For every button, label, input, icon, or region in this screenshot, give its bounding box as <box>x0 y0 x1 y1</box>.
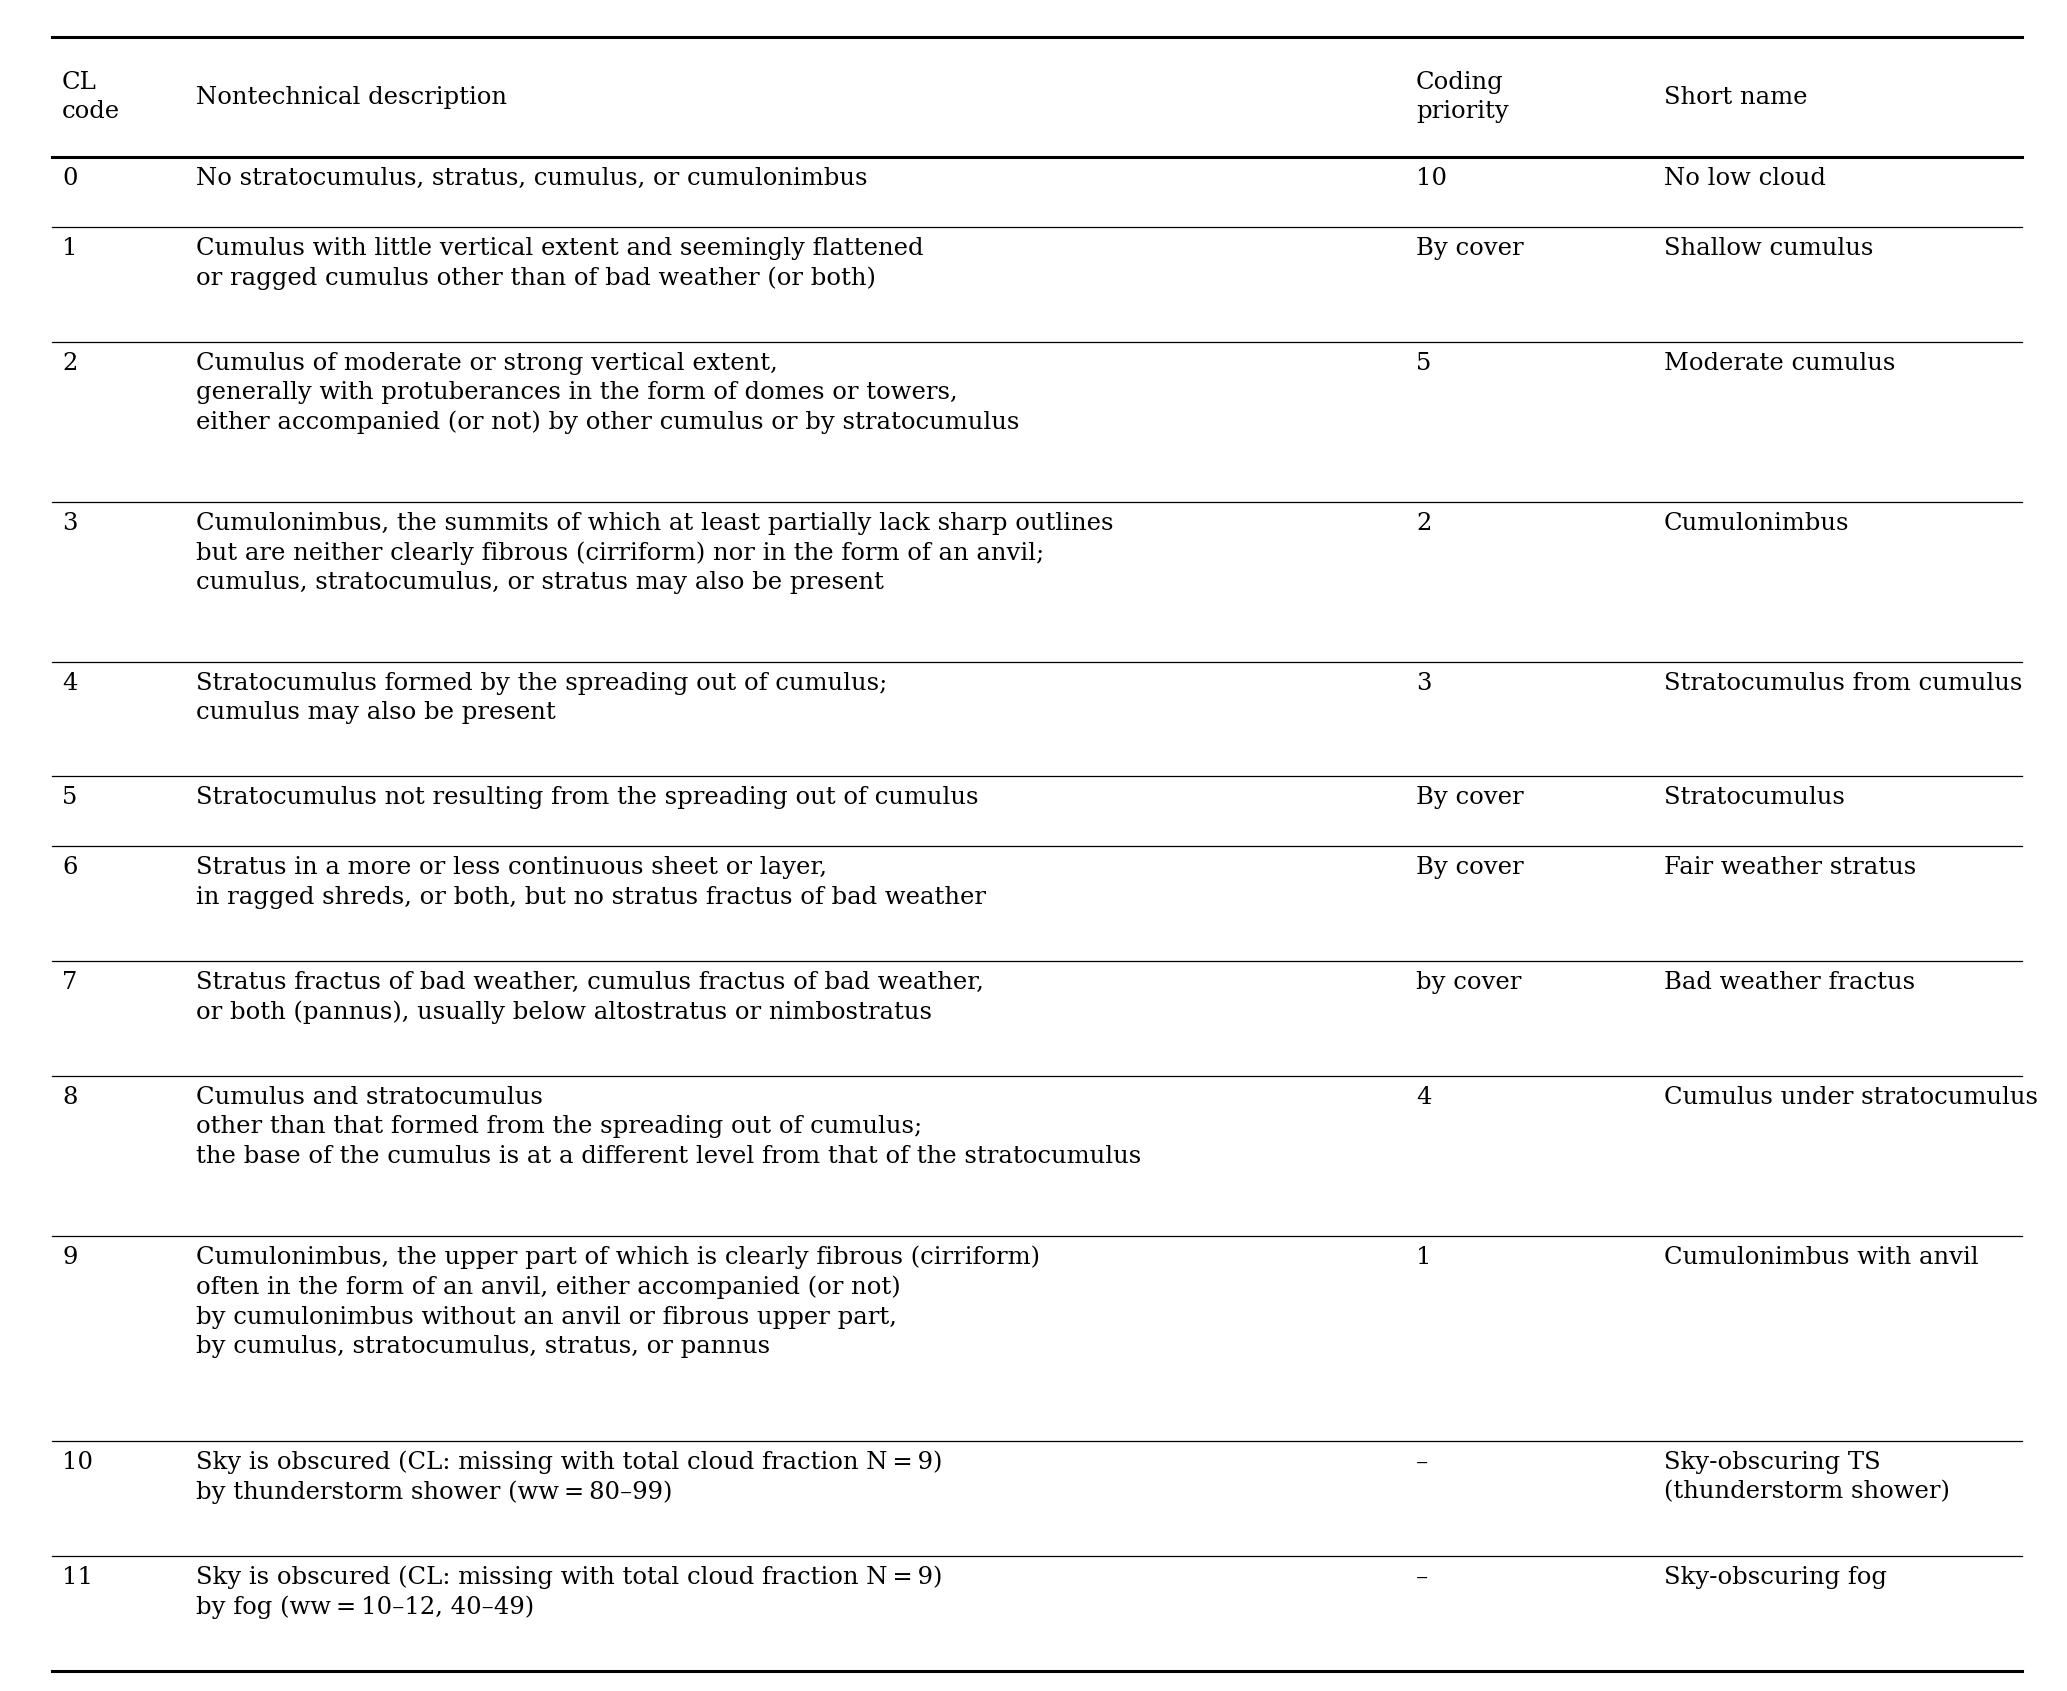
Text: 1: 1 <box>62 237 76 260</box>
Text: Cumulus and stratocumulus
other than that formed from the spreading out of cumul: Cumulus and stratocumulus other than tha… <box>196 1086 1141 1167</box>
Text: Cumulus of moderate or strong vertical extent,
generally with protuberances in t: Cumulus of moderate or strong vertical e… <box>196 352 1019 435</box>
Text: Stratocumulus: Stratocumulus <box>1664 786 1846 810</box>
Text: by cover: by cover <box>1416 971 1521 994</box>
Text: Nontechnical description: Nontechnical description <box>196 86 506 108</box>
Text: Stratocumulus not resulting from the spreading out of cumulus: Stratocumulus not resulting from the spr… <box>196 786 980 810</box>
Text: –: – <box>1416 1451 1428 1475</box>
Text: 2: 2 <box>62 352 76 375</box>
Text: Stratocumulus formed by the spreading out of cumulus;
cumulus may also be presen: Stratocumulus formed by the spreading ou… <box>196 671 887 724</box>
Text: Sky is obscured (CL: missing with total cloud fraction N = 9)
by thunderstorm sh: Sky is obscured (CL: missing with total … <box>196 1451 943 1505</box>
Text: 7: 7 <box>62 971 76 994</box>
Text: 6: 6 <box>62 856 76 879</box>
Text: 9: 9 <box>62 1246 76 1268</box>
Text: Cumulonimbus, the upper part of which is clearly fibrous (cirriform)
often in th: Cumulonimbus, the upper part of which is… <box>196 1246 1040 1358</box>
Text: 3: 3 <box>62 512 76 534</box>
Text: –: – <box>1416 1566 1428 1590</box>
Text: By cover: By cover <box>1416 856 1523 879</box>
Text: 8: 8 <box>62 1086 76 1109</box>
Text: Fair weather stratus: Fair weather stratus <box>1664 856 1916 879</box>
Text: Shallow cumulus: Shallow cumulus <box>1664 237 1873 260</box>
Text: Short name: Short name <box>1664 86 1807 108</box>
Text: Cumulus under stratocumulus: Cumulus under stratocumulus <box>1664 1086 2038 1109</box>
Text: Coding
priority: Coding priority <box>1416 71 1509 123</box>
Text: No low cloud: No low cloud <box>1664 167 1825 189</box>
Text: Sky-obscuring TS
(thunderstorm shower): Sky-obscuring TS (thunderstorm shower) <box>1664 1451 1949 1503</box>
Text: Sky-obscuring fog: Sky-obscuring fog <box>1664 1566 1887 1590</box>
Text: Moderate cumulus: Moderate cumulus <box>1664 352 1895 375</box>
Text: Stratus in a more or less continuous sheet or layer,
in ragged shreds, or both, : Stratus in a more or less continuous she… <box>196 856 986 908</box>
Text: Cumulonimbus with anvil: Cumulonimbus with anvil <box>1664 1246 1978 1268</box>
Text: 10: 10 <box>1416 167 1447 189</box>
Text: Cumulonimbus, the summits of which at least partially lack sharp outlines
but ar: Cumulonimbus, the summits of which at le… <box>196 512 1114 594</box>
Text: Sky is obscured (CL: missing with total cloud fraction N = 9)
by fog (ww = 10–12: Sky is obscured (CL: missing with total … <box>196 1566 943 1620</box>
Text: Bad weather fractus: Bad weather fractus <box>1664 971 1914 994</box>
Text: 5: 5 <box>1416 352 1430 375</box>
Text: Cumulonimbus: Cumulonimbus <box>1664 512 1850 534</box>
Text: 4: 4 <box>62 671 76 695</box>
Text: 10: 10 <box>62 1451 93 1475</box>
Text: Cumulus with little vertical extent and seemingly flattened
or ragged cumulus ot: Cumulus with little vertical extent and … <box>196 237 924 289</box>
Text: 5: 5 <box>62 786 76 810</box>
Text: 1: 1 <box>1416 1246 1430 1268</box>
Text: 0: 0 <box>62 167 76 189</box>
Text: By cover: By cover <box>1416 237 1523 260</box>
Text: Stratocumulus from cumulus: Stratocumulus from cumulus <box>1664 671 2022 695</box>
Text: 4: 4 <box>1416 1086 1430 1109</box>
Text: 2: 2 <box>1416 512 1430 534</box>
Text: CL
code: CL code <box>62 71 120 123</box>
Text: No stratocumulus, stratus, cumulus, or cumulonimbus: No stratocumulus, stratus, cumulus, or c… <box>196 167 868 189</box>
Text: Stratus fractus of bad weather, cumulus fractus of bad weather,
or both (pannus): Stratus fractus of bad weather, cumulus … <box>196 971 984 1025</box>
Text: By cover: By cover <box>1416 786 1523 810</box>
Text: 3: 3 <box>1416 671 1430 695</box>
Text: 11: 11 <box>62 1566 93 1590</box>
